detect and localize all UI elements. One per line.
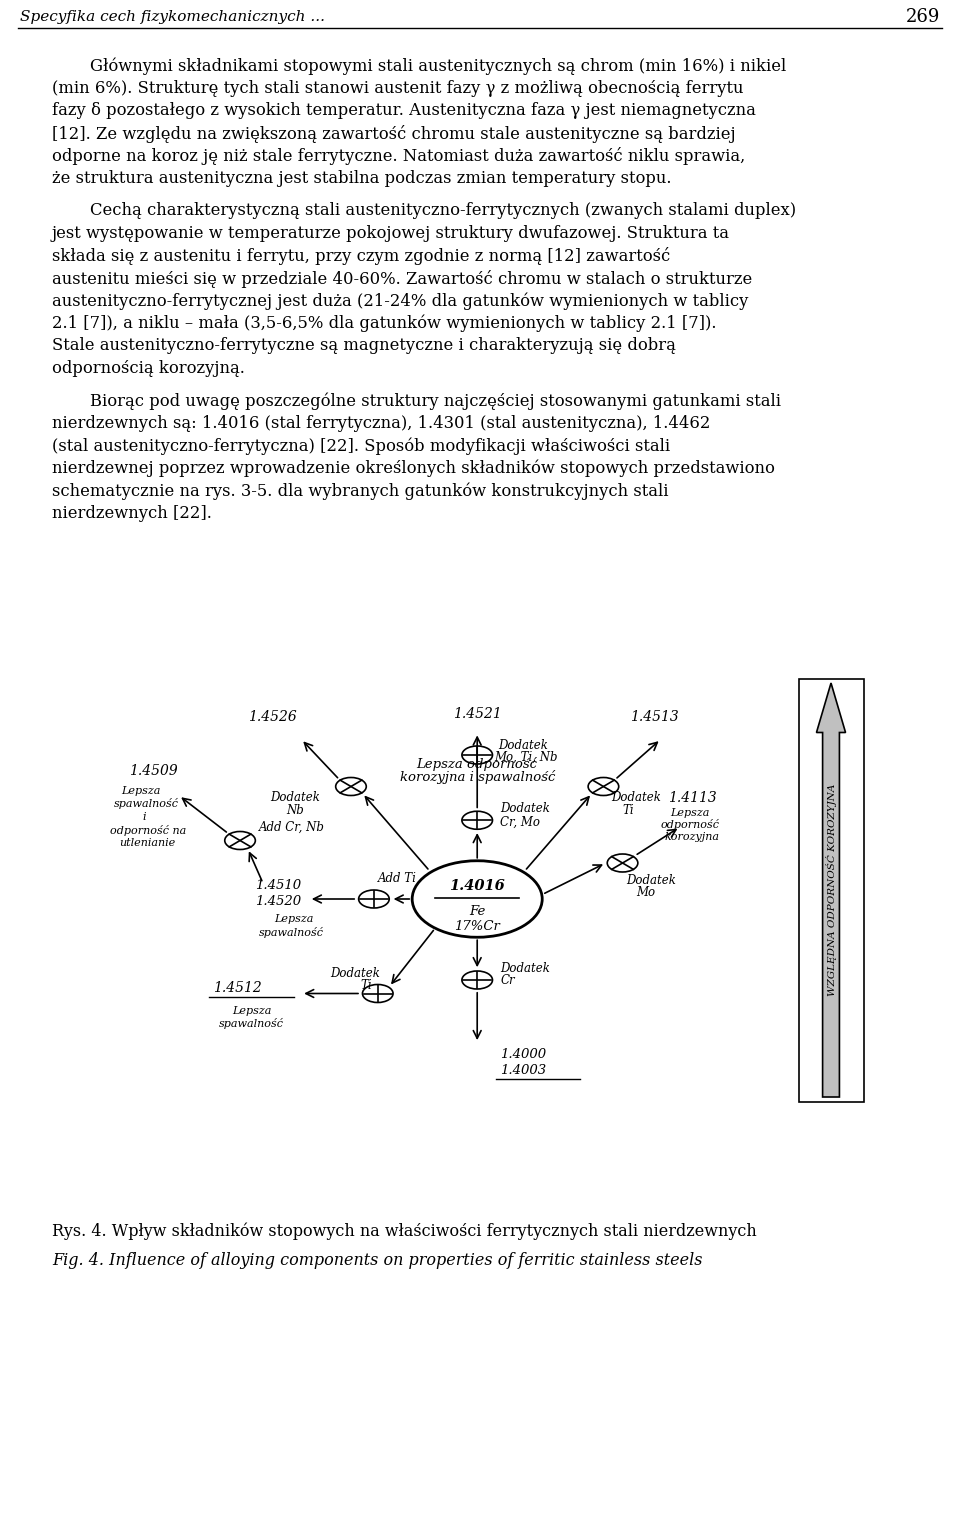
Text: Add Ti: Add Ti <box>377 872 417 886</box>
Text: nierdzewnych są: 1.4016 (stal ferrytyczna), 1.4301 (stal austenityczna), 1.4462: nierdzewnych są: 1.4016 (stal ferrytyczn… <box>52 414 710 431</box>
Polygon shape <box>816 683 846 1097</box>
Text: korozyjna i spawalność: korozyjna i spawalność <box>399 771 555 784</box>
Text: odporność: odporność <box>660 819 720 830</box>
Text: Cechą charakterystyczną stali austenityczno-ferrytycznych (zwanych stalami duple: Cechą charakterystyczną stali austenityc… <box>90 202 796 218</box>
Text: 1.4509: 1.4509 <box>130 763 178 778</box>
Text: korozyjna: korozyjna <box>664 831 720 842</box>
Text: Lepsza odporność: Lepsza odporność <box>417 757 538 771</box>
Text: składa się z austenitu i ferrytu, przy czym zgodnie z normą [12] zawartość: składa się z austenitu i ferrytu, przy c… <box>52 247 670 265</box>
Text: 1.4016: 1.4016 <box>449 880 505 894</box>
Text: (stal austenityczno-ferrytyczna) [22]. Sposób modyfikacji właściwości stali: (stal austenityczno-ferrytyczna) [22]. S… <box>52 437 670 455</box>
Text: Biorąc pod uwagę poszczególne struktury najczęściej stosowanymi gatunkami stali: Biorąc pod uwagę poszczególne struktury … <box>90 391 781 410</box>
Text: 1.4510: 1.4510 <box>255 878 301 892</box>
Text: Dodatek: Dodatek <box>498 739 548 751</box>
Text: schematycznie na rys. 3-5. dla wybranych gatunków konstrukcyjnych stali: schematycznie na rys. 3-5. dla wybranych… <box>52 482 668 499</box>
Text: Specyfika cech fizykomechanicznych ...: Specyfika cech fizykomechanicznych ... <box>20 11 325 24</box>
Text: 1.4512: 1.4512 <box>213 981 262 995</box>
Text: 1.4003: 1.4003 <box>500 1063 546 1077</box>
Text: i: i <box>142 812 146 822</box>
Text: Rys. 4. Wpływ składników stopowych na właściwości ferrytycznych stali nierdzewny: Rys. 4. Wpływ składników stopowych na wł… <box>52 1223 756 1239</box>
Text: WZGLĘDNA ODPORNOŚĆ KOROZYJNA: WZGLĘDNA ODPORNOŚĆ KOROZYJNA <box>826 784 836 997</box>
Text: (min 6%). Strukturę tych stali stanowi austenit fazy γ z możliwą obecnością ferr: (min 6%). Strukturę tych stali stanowi a… <box>52 79 743 97</box>
Text: 17%Cr: 17%Cr <box>454 919 500 933</box>
Text: Lepsza: Lepsza <box>122 786 161 796</box>
Text: Fig. 4. Influence of alloying components on properties of ferritic stainless ste: Fig. 4. Influence of alloying components… <box>52 1252 703 1270</box>
Text: Dodatek: Dodatek <box>626 874 676 886</box>
Bar <box>799 678 864 1101</box>
Text: Dodatek: Dodatek <box>500 962 550 975</box>
Text: Lepsza: Lepsza <box>670 807 709 818</box>
Text: odpornością korozyjną.: odpornością korozyjną. <box>52 360 245 376</box>
Text: Cr, Mo: Cr, Mo <box>500 816 540 828</box>
Text: utlenianie: utlenianie <box>119 837 176 848</box>
Text: Głównymi składnikami stopowymi stali austenitycznych są chrom (min 16%) i nikiel: Głównymi składnikami stopowymi stali aus… <box>90 58 786 74</box>
Text: spawalność: spawalność <box>219 1018 283 1029</box>
Text: Dodatek: Dodatek <box>330 966 380 980</box>
Text: Cr: Cr <box>500 974 515 988</box>
Text: Nb: Nb <box>286 804 303 816</box>
Text: 2.1 [7]), a niklu – mała (3,5-6,5% dla gatunków wymienionych w tablicy 2.1 [7]).: 2.1 [7]), a niklu – mała (3,5-6,5% dla g… <box>52 314 716 332</box>
Text: Lepsza: Lepsza <box>232 1006 272 1016</box>
Text: austenityczno-ferrytycznej jest duża (21-24% dla gatunków wymienionych w tablicy: austenityczno-ferrytycznej jest duża (21… <box>52 291 749 309</box>
Text: [12]. Ze względu na zwiększoną zawartość chromu stale austenityczne są bardziej: [12]. Ze względu na zwiększoną zawartość… <box>52 124 735 143</box>
Text: nierdzewnych [22].: nierdzewnych [22]. <box>52 505 212 522</box>
Text: 1.4520: 1.4520 <box>255 895 301 907</box>
Text: że struktura austenityczna jest stabilna podczas zmian temperatury stopu.: że struktura austenityczna jest stabilna… <box>52 170 671 187</box>
Text: Add Cr, Nb: Add Cr, Nb <box>259 821 325 833</box>
Text: Stale austenityczno-ferrytyczne są magnetyczne i charakteryzują się dobrą: Stale austenityczno-ferrytyczne są magne… <box>52 337 676 353</box>
Text: Dodatek: Dodatek <box>271 792 321 804</box>
Text: 1.4521: 1.4521 <box>453 707 501 722</box>
Text: Dodatek: Dodatek <box>500 802 550 816</box>
Text: 1.4513: 1.4513 <box>630 710 679 724</box>
Text: Mo, Ti, Nb: Mo, Ti, Nb <box>494 751 558 765</box>
Text: Ti: Ti <box>360 978 372 992</box>
Text: 1.4113: 1.4113 <box>668 790 717 804</box>
Text: Lepsza: Lepsza <box>275 915 314 924</box>
Text: austenitu mieści się w przedziale 40-60%. Zawartość chromu w stalach o strukturz: austenitu mieści się w przedziale 40-60%… <box>52 270 753 288</box>
Text: odporne na koroz ję niż stale ferrytyczne. Natomiast duża zawartość niklu sprawi: odporne na koroz ję niż stale ferrytyczn… <box>52 147 745 165</box>
Text: odporność na: odporność na <box>110 825 186 836</box>
Text: Mo: Mo <box>636 886 656 898</box>
Text: jest występowanie w temperaturze pokojowej struktury dwufazowej. Struktura ta: jest występowanie w temperaturze pokojow… <box>52 225 730 241</box>
Text: Dodatek: Dodatek <box>612 792 660 804</box>
Text: 1.4000: 1.4000 <box>500 1048 546 1060</box>
Text: spawalność: spawalność <box>114 798 179 809</box>
Text: Fe: Fe <box>469 906 486 918</box>
Text: 269: 269 <box>905 8 940 26</box>
Text: nierdzewnej poprzez wprowadzenie określonych składników stopowych przedstawiono: nierdzewnej poprzez wprowadzenie określo… <box>52 460 775 476</box>
Text: spawalność: spawalność <box>259 927 324 939</box>
Text: fazy δ pozostałego z wysokich temperatur. Austenityczna faza γ jest niemagnetycz: fazy δ pozostałego z wysokich temperatur… <box>52 102 756 118</box>
Text: Ti: Ti <box>622 804 635 816</box>
Text: 1.4526: 1.4526 <box>248 710 297 724</box>
